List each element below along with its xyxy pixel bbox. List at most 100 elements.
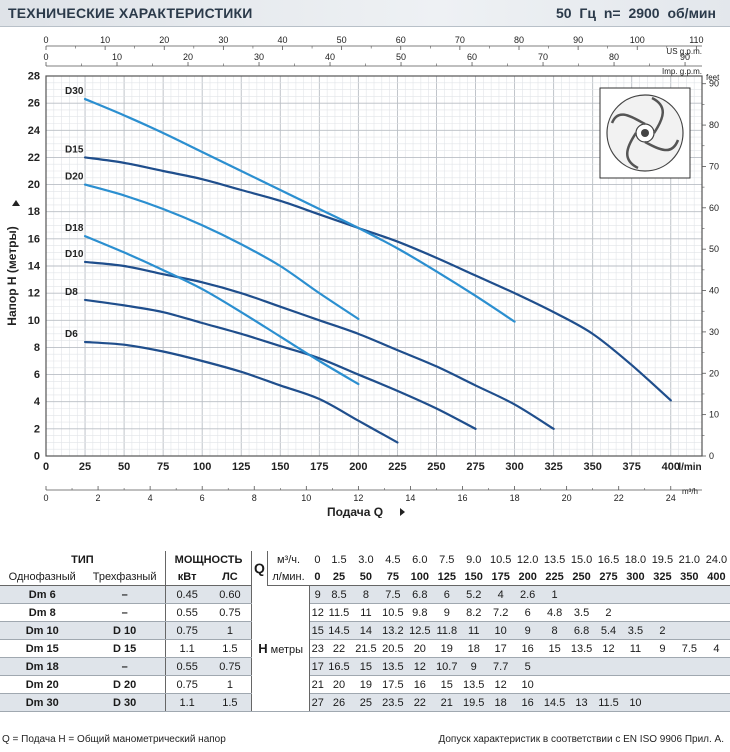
head-value: 5.4 xyxy=(595,621,622,640)
y-tick-label: 2 xyxy=(34,423,40,435)
head-value: 21 xyxy=(433,693,461,712)
table-row: Dm 10 D 10 0.75 1 15 14.5 14 13.2 12.5 11.8 11 10 9 8… xyxy=(0,621,730,640)
imp-tick-label: 10 xyxy=(112,52,122,62)
curve-d15 xyxy=(83,156,672,402)
head-value: 19 xyxy=(433,639,461,658)
x-tick-label: 225 xyxy=(388,461,406,473)
chart-grid xyxy=(45,75,703,457)
y-tick-label: 28 xyxy=(28,71,40,83)
imp-tick-label: 70 xyxy=(538,52,548,62)
chart-curves xyxy=(83,97,672,444)
m3h-tick-label: 14 xyxy=(405,493,415,503)
y-axis-title: Напор Н (метры) xyxy=(5,226,19,325)
feet-tick-label: 30 xyxy=(709,327,719,337)
head-value: 2 xyxy=(595,603,622,622)
q-m3h-value: 24.0 xyxy=(705,553,728,566)
head-value: 12 xyxy=(309,603,326,622)
y-tick-label: 18 xyxy=(28,206,40,218)
page-title: ТЕХНИЧЕСКИЕ ХАРАКТЕРИСТИКИ xyxy=(8,5,253,21)
head-value: 10 xyxy=(487,621,515,640)
curve-d20 xyxy=(83,183,360,321)
model-single-phase: Dm 8 xyxy=(0,603,85,622)
y-tick-label: 14 xyxy=(28,261,41,273)
head-value: 1 xyxy=(541,585,569,604)
curve-d18 xyxy=(83,235,360,386)
speed-label: 50 Гц n= 2900 об/мин xyxy=(555,5,716,21)
head-value xyxy=(595,675,622,694)
q-m3h-value: 3.0 xyxy=(358,553,374,566)
us-tick-label: 110 xyxy=(689,35,703,45)
q-lmin-value: 175 xyxy=(487,568,515,586)
head-value: 15 xyxy=(433,675,461,694)
power-kw: 0.75 xyxy=(165,621,209,640)
head-value: 6.8 xyxy=(568,621,596,640)
head-value: 5 xyxy=(514,657,542,676)
head-value: 15 xyxy=(541,639,569,658)
us-unit-label: US g.p.m. xyxy=(666,47,702,56)
head-value: 11 xyxy=(621,639,649,658)
m3h-tick-label: 8 xyxy=(252,493,257,503)
head-value xyxy=(568,675,596,694)
h-unit: метры xyxy=(267,644,304,656)
q-lmin-value: 150 xyxy=(460,568,488,586)
q-m3h-value: 0 xyxy=(314,553,321,566)
head-value: 13.2 xyxy=(379,621,407,640)
head-value: 16 xyxy=(514,693,542,712)
head-value xyxy=(648,693,676,712)
model-single-phase: Dm 18 xyxy=(0,657,85,676)
q-m3h-value: 19.5 xyxy=(651,553,674,566)
q-m3h-value: 9.0 xyxy=(466,553,482,566)
head-value: 17 xyxy=(487,639,515,658)
imp-tick-label: 0 xyxy=(43,52,48,62)
head-value: 13.5 xyxy=(379,657,407,676)
head-value xyxy=(675,585,703,604)
feet-tick-label: 0 xyxy=(709,451,714,461)
power-hp: 1 xyxy=(208,621,253,640)
head-value xyxy=(568,585,596,604)
head-value xyxy=(702,675,730,694)
head-value: 4 xyxy=(487,585,515,604)
impeller-icon xyxy=(599,87,691,179)
imp-tick-label: 20 xyxy=(183,52,193,62)
us-tick-label: 30 xyxy=(218,35,228,45)
us-tick-label: 70 xyxy=(455,35,465,45)
power-kw: 0.55 xyxy=(165,657,209,676)
y-tick-label: 24 xyxy=(28,125,41,137)
y-tick-label: 16 xyxy=(28,233,40,245)
head-value: 16 xyxy=(406,675,434,694)
curve-d6 xyxy=(83,340,399,444)
three-phase-header: Трехфазный xyxy=(84,568,166,586)
x-tick-label: 400 xyxy=(662,461,680,473)
q-m3h-value: 6.0 xyxy=(412,553,428,566)
x-tick-label: 175 xyxy=(310,461,328,473)
model-three-phase: – xyxy=(84,585,166,604)
head-value: 13 xyxy=(568,693,596,712)
head-value: 9 xyxy=(514,621,542,640)
model-single-phase: Dm 20 xyxy=(0,675,85,694)
head-value xyxy=(648,675,676,694)
head-value: 16 xyxy=(514,639,542,658)
table-row: Dm 20 D 20 0.75 1 21 20 19 17.5 16 15 13.5 12 10 xyxy=(0,675,730,694)
head-value: 7.2 xyxy=(487,603,515,622)
head-value: 15 xyxy=(309,621,326,640)
q-m3h-value: 21.0 xyxy=(678,553,701,566)
head-value xyxy=(702,603,730,622)
us-tick-label: 90 xyxy=(573,35,583,45)
q-m3h-value: 16.5 xyxy=(597,553,620,566)
imp-unit-label: Imp. g.p.m. xyxy=(662,67,702,76)
curve-label-d20: D20 xyxy=(65,172,84,183)
m3h-tick-label: 12 xyxy=(353,493,363,503)
y-tick-label: 6 xyxy=(34,369,40,381)
y-tick-label: 8 xyxy=(34,342,40,354)
q-lmin-value: 50 xyxy=(352,568,380,586)
q-m3h-value: 4.5 xyxy=(385,553,401,566)
power-hp: 0.75 xyxy=(208,657,253,676)
table-row: Dm 8–0.55 0.75 12 11.5 11 10.5 9.8 9 8.2 7.2 6 4.8 3… xyxy=(0,603,730,622)
head-value: 25 xyxy=(352,693,380,712)
head-value: 22 xyxy=(406,693,434,712)
us-tick-label: 80 xyxy=(514,35,524,45)
us-tick-label: 100 xyxy=(630,35,645,45)
m3h-tick-label: 22 xyxy=(614,493,624,503)
head-value: 2.6 xyxy=(514,585,542,604)
